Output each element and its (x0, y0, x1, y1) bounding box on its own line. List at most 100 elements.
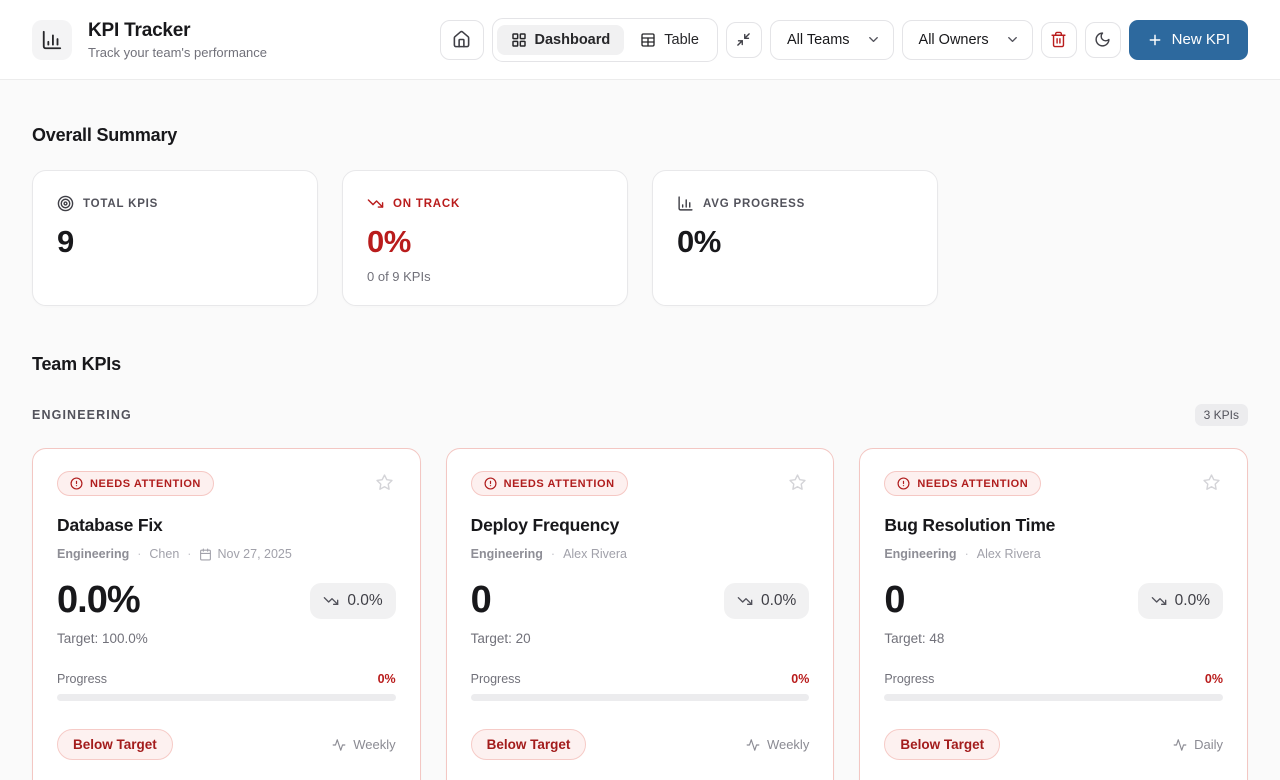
bar-chart-icon (678, 196, 693, 211)
status-badge: NEEDS ATTENTION (470, 471, 628, 496)
kpi-value: 0 (470, 579, 492, 621)
app-header: KPI Tracker Track your team's performanc… (0, 0, 1280, 80)
status-badge: NEEDS ATTENTION (57, 471, 214, 496)
owner-filter-select[interactable]: All Owners (901, 19, 1033, 60)
tab-table[interactable]: Table (626, 25, 713, 55)
trend-badge: 0.0% (723, 582, 810, 619)
alert-circle-icon (897, 477, 910, 490)
summary-card-value: 0% (367, 224, 411, 259)
collapse-button[interactable] (725, 21, 762, 58)
trend-badge: 0.0% (1137, 582, 1223, 619)
summary-card-label: AVG PROGRESS (703, 197, 806, 210)
plus-icon (1149, 34, 1161, 45)
alert-circle-icon (484, 477, 497, 490)
below-target-badge: Below Target (57, 729, 173, 760)
team-filter-select[interactable]: All Teams (769, 19, 894, 60)
kpi-grid: NEEDS ATTENTION Database Fix Engineering… (32, 448, 1248, 780)
kpi-target: Target: 100.0% (57, 631, 148, 646)
dashboard-grid-icon (511, 32, 526, 47)
progress-bar (884, 694, 1223, 701)
progress-label: Progress (884, 672, 935, 686)
activity-icon (332, 738, 346, 751)
kpi-card[interactable]: NEEDS ATTENTION Database Fix Engineering… (32, 448, 421, 780)
team-filter-value: All Teams (786, 31, 850, 48)
trending-down-icon (737, 596, 753, 605)
activity-icon (1173, 738, 1187, 751)
star-icon (376, 474, 393, 490)
progress-value: 0% (791, 672, 810, 686)
moon-icon (1095, 32, 1110, 47)
bar-chart-icon (42, 30, 62, 49)
group-header: ENGINEERING 3 KPIs (32, 404, 1248, 426)
star-icon (789, 474, 806, 490)
kpi-card[interactable]: NEEDS ATTENTION Bug Resolution Time Engi… (859, 448, 1248, 780)
summary-card-sub: 0 of 9 KPIs (367, 269, 431, 284)
kpi-meta: Engineering Alex Rivera (884, 547, 1223, 561)
app-subtitle: Track your team's performance (88, 44, 268, 60)
kpi-team: Engineering (57, 547, 130, 561)
favorite-button[interactable] (1200, 471, 1223, 494)
dark-mode-toggle[interactable] (1084, 21, 1121, 58)
tab-dashboard[interactable]: Dashboard (496, 24, 625, 55)
trend-badge: 0.0% (310, 582, 396, 619)
below-target-badge: Below Target (884, 729, 1001, 760)
frequency-label: Daily (1173, 737, 1223, 752)
team-kpis-heading: Team KPIs (32, 354, 121, 374)
chevron-down-icon (868, 37, 878, 42)
kpi-card[interactable]: NEEDS ATTENTION Deploy Frequency Enginee… (445, 448, 835, 780)
kpi-date: Nov 27, 2025 (217, 547, 292, 561)
summary-card-value: 9 (57, 224, 74, 259)
below-target-badge: Below Target (470, 729, 587, 760)
kpi-target: Target: 48 (884, 631, 945, 646)
star-icon (1203, 474, 1220, 490)
kpi-value: 0 (884, 579, 905, 621)
main-content: Overall Summary TOTAL KPIS 9 ON TRACK 0%… (0, 125, 1280, 780)
summary-card-label: TOTAL KPIS (83, 197, 159, 210)
view-switcher: Dashboard Table (491, 17, 718, 62)
summary-grid: TOTAL KPIS 9 ON TRACK 0% 0 of 9 KPIs AVG… (32, 170, 1248, 306)
delete-button[interactable] (1040, 21, 1077, 58)
progress-bar (57, 694, 396, 701)
home-button[interactable] (439, 19, 484, 60)
frequency-label: Weekly (746, 737, 809, 752)
kpi-meta: Engineering Chen Nov 27, 2025 (57, 547, 396, 561)
app-logo (32, 19, 72, 60)
calendar-icon (200, 548, 212, 560)
alert-circle-icon (70, 477, 83, 490)
group-count-badge: 3 KPIs (1194, 404, 1248, 426)
kpi-meta: Engineering Alex Rivera (471, 547, 810, 561)
summary-card-value: 0% (677, 224, 721, 259)
activity-icon (746, 738, 760, 751)
kpi-team: Engineering (470, 547, 543, 561)
progress-bar (470, 694, 810, 701)
kpi-owner: Chen (149, 547, 180, 561)
app-title: KPI Tracker (88, 19, 191, 41)
table-icon (641, 32, 655, 47)
summary-card-avg-progress: AVG PROGRESS 0% (652, 170, 938, 306)
tab-dashboard-label: Dashboard (534, 31, 611, 48)
app-title-block: KPI Tracker Track your team's performanc… (88, 20, 267, 60)
progress-value: 0% (377, 672, 396, 686)
progress-label: Progress (57, 672, 108, 686)
new-kpi-label: New KPI (1171, 31, 1230, 48)
summary-heading: Overall Summary (32, 125, 178, 145)
minimize-icon (737, 33, 751, 46)
group-name: ENGINEERING (32, 408, 132, 422)
kpi-title: Bug Resolution Time (884, 515, 1056, 535)
status-badge: NEEDS ATTENTION (884, 471, 1042, 496)
kpi-team: Engineering (884, 547, 957, 561)
home-icon (453, 30, 470, 48)
chevron-down-icon (1007, 37, 1017, 42)
trending-down-icon (1151, 596, 1166, 605)
kpi-owner: Alex Rivera (976, 547, 1041, 561)
kpi-value: 0.0% (57, 579, 141, 621)
favorite-button[interactable] (373, 471, 396, 494)
favorite-button[interactable] (786, 471, 809, 494)
kpi-title: Database Fix (57, 515, 163, 535)
target-icon (57, 195, 74, 212)
kpi-target: Target: 20 (470, 631, 531, 646)
new-kpi-button[interactable]: New KPI (1128, 19, 1248, 60)
kpi-owner: Alex Rivera (563, 547, 627, 561)
progress-label: Progress (470, 672, 521, 686)
trending-down-icon (367, 199, 384, 208)
